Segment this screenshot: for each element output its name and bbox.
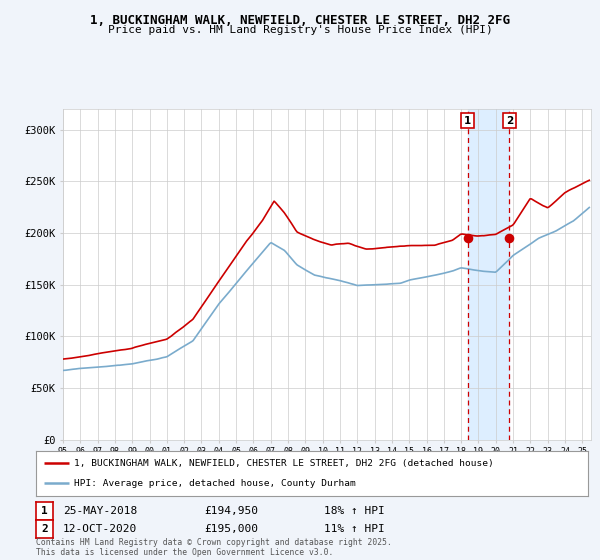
Text: 18% ↑ HPI: 18% ↑ HPI <box>324 506 385 516</box>
Point <box>463 234 472 243</box>
Text: 1, BUCKINGHAM WALK, NEWFIELD, CHESTER LE STREET, DH2 2FG: 1, BUCKINGHAM WALK, NEWFIELD, CHESTER LE… <box>90 14 510 27</box>
Text: £194,950: £194,950 <box>204 506 258 516</box>
Text: 25-MAY-2018: 25-MAY-2018 <box>63 506 137 516</box>
Text: 2: 2 <box>506 116 513 126</box>
Text: 1: 1 <box>41 506 48 516</box>
Text: 11% ↑ HPI: 11% ↑ HPI <box>324 524 385 534</box>
Text: 1, BUCKINGHAM WALK, NEWFIELD, CHESTER LE STREET, DH2 2FG (detached house): 1, BUCKINGHAM WALK, NEWFIELD, CHESTER LE… <box>74 459 493 468</box>
Text: 12-OCT-2020: 12-OCT-2020 <box>63 524 137 534</box>
Point <box>505 234 514 242</box>
Text: 2: 2 <box>41 524 48 534</box>
Text: HPI: Average price, detached house, County Durham: HPI: Average price, detached house, Coun… <box>74 479 355 488</box>
Text: Price paid vs. HM Land Registry's House Price Index (HPI): Price paid vs. HM Land Registry's House … <box>107 25 493 35</box>
Bar <box>467 109 509 440</box>
Text: 1: 1 <box>464 116 471 126</box>
Text: £195,000: £195,000 <box>204 524 258 534</box>
Text: Contains HM Land Registry data © Crown copyright and database right 2025.
This d: Contains HM Land Registry data © Crown c… <box>36 538 392 557</box>
